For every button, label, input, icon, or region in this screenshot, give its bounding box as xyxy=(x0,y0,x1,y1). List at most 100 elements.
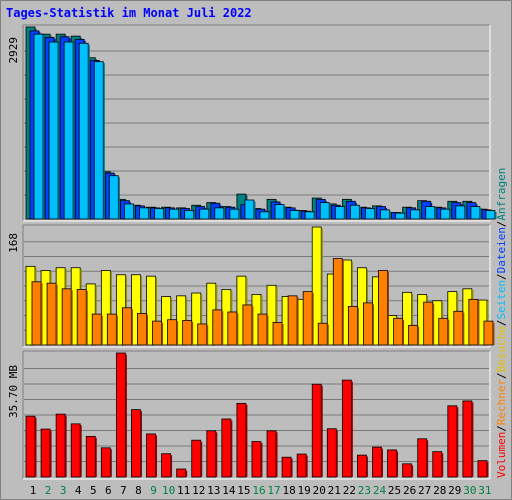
bar-shadow xyxy=(342,260,344,345)
bar-shadow xyxy=(471,402,474,477)
bar-seiten-day-25 xyxy=(395,212,405,220)
bar-shadow xyxy=(479,208,482,219)
bar-volumen-day-15 xyxy=(236,402,247,478)
x-tick-label-day-22: 22 xyxy=(343,484,356,497)
x-tick-label-day-26: 26 xyxy=(403,484,416,497)
bar-shadow xyxy=(351,261,353,345)
bar-shadow xyxy=(110,449,112,477)
bar-seiten-day-27 xyxy=(425,206,436,220)
bar-shadow xyxy=(434,208,437,219)
bar-rechner-day-27 xyxy=(423,301,434,346)
bar-seiten-day-8 xyxy=(139,207,149,220)
bar-rechner-day-3 xyxy=(61,288,72,346)
x-tick-label-day-5: 5 xyxy=(90,484,97,497)
bar-shadow xyxy=(41,283,43,345)
bar-rechner-day-18 xyxy=(287,295,298,346)
bar-rechner-day-25 xyxy=(393,317,403,346)
bar-shadow xyxy=(276,432,278,477)
bar-shadow xyxy=(148,209,150,219)
bar-shadow xyxy=(65,415,67,477)
x-tick-label-day-31: 31 xyxy=(478,484,491,497)
bar-seiten-day-13 xyxy=(214,207,225,220)
bar-volumen-day-22 xyxy=(341,379,352,478)
x-tick-label-day-7: 7 xyxy=(120,484,127,497)
bar-volumen-day-5 xyxy=(85,435,96,478)
bar-shadow xyxy=(312,293,314,345)
bar-shadow xyxy=(372,304,374,345)
bar-volumen-day-10 xyxy=(161,453,171,478)
bar-shadow xyxy=(359,206,361,219)
bar-rechner-day-5 xyxy=(91,313,102,346)
bar-seiten-day-11 xyxy=(184,210,195,220)
x-tick-label-day-10: 10 xyxy=(162,484,175,497)
bar-volumen-day-2 xyxy=(40,428,51,478)
x-tick-label-day-18: 18 xyxy=(282,484,295,497)
bar-rechner-day-15 xyxy=(242,304,253,346)
bar-volumen-day-24 xyxy=(372,446,382,478)
bar-shadow xyxy=(449,210,452,219)
bar-rechner-day-8 xyxy=(137,312,147,346)
bar-shadow xyxy=(351,381,353,477)
legend-label-besuche: Besuche xyxy=(495,326,508,372)
bar-volumen-day-14 xyxy=(221,418,232,478)
bar-shadow xyxy=(284,206,286,219)
bar-volumen-day-16 xyxy=(251,441,262,478)
bar-shadow xyxy=(155,277,158,345)
x-tick-label-day-23: 23 xyxy=(358,484,371,497)
bar-seiten-day-4 xyxy=(78,42,89,220)
legend-separator: / xyxy=(495,425,508,432)
x-tick-label-day-20: 20 xyxy=(313,484,326,497)
bar-shadow xyxy=(336,430,338,477)
bar-shadow xyxy=(389,211,391,219)
bar-shadow xyxy=(417,326,420,345)
bar-volumen-day-13 xyxy=(206,430,217,478)
bar-shadow xyxy=(86,291,88,345)
bar-seiten-day-17 xyxy=(274,204,285,220)
bar-shadow xyxy=(58,43,60,220)
bar-rechner-day-9 xyxy=(152,320,162,346)
bar-shadow xyxy=(43,35,45,220)
bar-shadow xyxy=(50,430,52,477)
bar-shadow xyxy=(299,211,301,219)
bar-shadow xyxy=(80,425,82,477)
bar-shadow xyxy=(492,322,495,345)
x-tick-label-day-19: 19 xyxy=(298,484,311,497)
bar-shadow xyxy=(321,228,323,345)
bar-shadow xyxy=(236,313,239,345)
bar-rechner-day-31 xyxy=(483,320,494,346)
bar-shadow xyxy=(432,303,435,345)
bar-shadow xyxy=(131,309,133,345)
bar-shadow xyxy=(35,417,37,477)
x-tick-label-day-27: 27 xyxy=(418,484,431,497)
x-tick-label-day-24: 24 xyxy=(373,484,387,497)
bar-rechner-day-2 xyxy=(46,282,57,346)
bar-shadow xyxy=(494,211,497,219)
bar-shadow xyxy=(95,437,97,477)
x-tick-label-day-29: 29 xyxy=(448,484,461,497)
x-tick-label-day-17: 17 xyxy=(267,484,280,497)
bar-shadow xyxy=(56,284,58,345)
legend-label-anfragen: Anfragen xyxy=(495,168,508,221)
bar-seiten-day-31 xyxy=(485,210,496,220)
bar-shadow xyxy=(327,324,329,345)
bar-volumen-day-29 xyxy=(447,405,458,478)
bar-shadow xyxy=(314,213,316,219)
bar-shadow xyxy=(245,404,248,477)
bar-seiten-day-23 xyxy=(365,208,375,220)
bar-volumen-day-18 xyxy=(281,456,292,478)
bar-rechner-day-30 xyxy=(468,298,479,346)
bar-seiten-day-26 xyxy=(410,209,421,220)
bar-shadow xyxy=(163,210,166,219)
bar-volumen-day-28 xyxy=(432,451,443,478)
bar-rechner-day-13 xyxy=(212,309,223,346)
bar-shadow xyxy=(200,441,203,477)
x-tick-label-day-30: 30 xyxy=(463,484,476,497)
bar-shadow xyxy=(178,210,181,219)
bar-seiten-day-19 xyxy=(304,211,315,220)
bar-volumen-day-17 xyxy=(266,430,277,478)
x-tick-label-day-21: 21 xyxy=(328,484,341,497)
bar-shadow xyxy=(411,465,414,477)
legend-separator: / xyxy=(495,372,508,379)
bar-rechner-day-4 xyxy=(76,289,87,346)
bar-seiten-day-2 xyxy=(48,41,59,220)
